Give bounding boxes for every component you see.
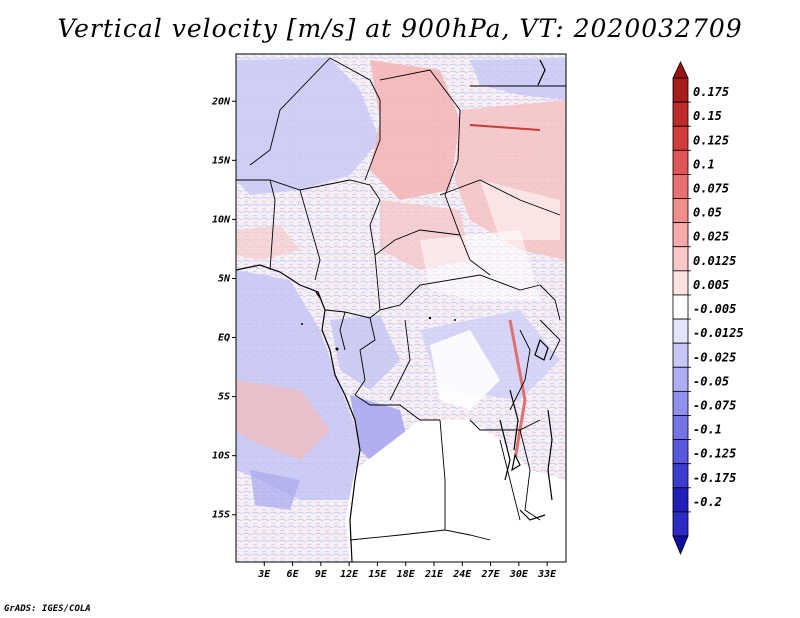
colorbar-segment [672, 125, 689, 151]
colorbar-segment [672, 270, 689, 296]
colorbar-segment [672, 342, 689, 368]
lat-tick-label: EQ [218, 333, 230, 344]
colorbar-label: -0.05 [693, 374, 729, 388]
lat-tick-label: 15S [212, 510, 230, 521]
lat-tick-label: 15N [212, 155, 231, 166]
colorbar-label: -0.025 [693, 350, 736, 364]
map-frame [235, 53, 567, 563]
colorbar-label: -0.175 [693, 471, 736, 485]
lon-tick-label: 33E [537, 569, 557, 580]
colorbar-label: 0.1 [693, 157, 715, 171]
lon-tick-label: 12E [340, 569, 359, 580]
velocity-field [236, 54, 566, 562]
colorbar-segment [672, 318, 689, 344]
colorbar-label: -0.2 [693, 495, 722, 509]
colorbar-segment [672, 77, 689, 103]
colorbar-label: 0.005 [693, 278, 729, 292]
colorbar-segment [672, 463, 689, 489]
lon-tick-label: 21E [424, 569, 444, 580]
colorbar-label: 0.15 [693, 109, 722, 123]
colorbar-segment [672, 222, 689, 248]
credit-label: GrADS: IGES/COLA [4, 604, 91, 614]
colorbar-segment [672, 487, 689, 513]
colorbar-label: -0.075 [693, 398, 736, 412]
lat-tick-label: 10N [212, 214, 231, 225]
lon-tick-label: 6E [287, 569, 300, 580]
colorbar-segment [672, 101, 689, 127]
colorbar-top-arrow [672, 61, 689, 79]
colorbar-label: -0.005 [693, 302, 736, 316]
colorbar-bottom-arrow [672, 535, 689, 556]
lon-tick-label: 18E [397, 569, 416, 580]
lon-tick-label: 30E [509, 569, 529, 580]
lon-tick-label: 15E [368, 569, 387, 580]
colorbar: 0.175 0.15 0.125 0.1 0.075 0.05 0.025 0.0125 0.0… [672, 61, 744, 556]
lat-tick-label: 5N [218, 273, 231, 284]
colorbar-label: -0.0125 [693, 326, 744, 340]
lon-tick-label: 27E [481, 569, 501, 580]
lat-tick-label: 5S [218, 392, 230, 403]
colorbar-label: 0.125 [693, 133, 729, 147]
colorbar-label: -0.1 [693, 423, 722, 437]
lon-tick-label: 3E [257, 569, 271, 580]
colorbar-segment [672, 439, 689, 465]
lon-tick-label: 9E [315, 569, 328, 580]
colorbar-label: 0.05 [693, 206, 722, 220]
latitude-axis: 20N 15N 10N 5N EQ 5S 10S 15S [211, 96, 236, 521]
colorbar-segment [672, 149, 689, 175]
colorbar-label: 0.025 [693, 230, 729, 244]
lat-tick-label: 10S [212, 451, 230, 462]
colorbar-label: -0.125 [693, 447, 736, 461]
colorbar-segment [672, 366, 689, 392]
lat-tick-label: 20N [211, 96, 231, 107]
colorbar-segment [672, 511, 689, 537]
colorbar-segment [672, 415, 689, 440]
colorbar-segment [672, 294, 689, 320]
longitude-axis: 3E 6E 9E 12E 15E 18E 21E 24E 27E 30E 33E [257, 562, 557, 580]
lon-tick-label: 24E [452, 569, 472, 580]
colorbar-segment [672, 198, 689, 224]
colorbar-label: 0.0125 [693, 254, 736, 268]
colorbar-label: 0.175 [693, 85, 729, 99]
colorbar-label: 0.075 [693, 182, 729, 196]
colorbar-segment [672, 174, 689, 199]
map-title: Vertical velocity [m/s] at 900hPa, VT: 2… [57, 14, 743, 43]
colorbar-segment [672, 390, 689, 416]
colorbar-segment [672, 246, 689, 272]
